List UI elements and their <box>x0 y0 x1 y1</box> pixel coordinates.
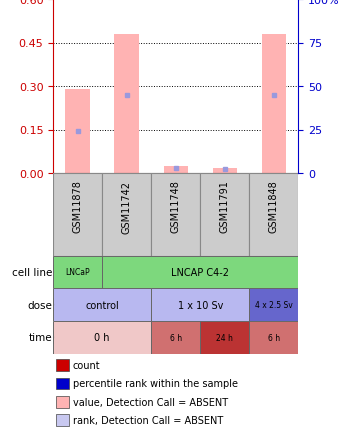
Bar <box>200 174 249 256</box>
Bar <box>56 359 69 371</box>
Bar <box>53 289 151 321</box>
Text: 24 h: 24 h <box>216 333 233 342</box>
Text: GSM11748: GSM11748 <box>171 180 181 233</box>
Bar <box>200 321 249 354</box>
Bar <box>249 174 298 256</box>
Polygon shape <box>53 331 54 344</box>
Text: 0 h: 0 h <box>94 332 110 342</box>
Text: GSM11742: GSM11742 <box>122 180 132 233</box>
Text: 4 x 2.5 Sv: 4 x 2.5 Sv <box>255 300 293 309</box>
Bar <box>164 166 188 174</box>
Text: control: control <box>85 300 119 310</box>
Bar <box>56 396 69 408</box>
Text: count: count <box>73 360 100 370</box>
Bar <box>262 35 286 174</box>
Bar <box>66 90 90 174</box>
Bar <box>151 321 200 354</box>
Text: 6 h: 6 h <box>170 333 182 342</box>
Bar <box>56 378 69 389</box>
Bar <box>53 256 102 289</box>
Bar <box>102 256 298 289</box>
Bar <box>102 174 151 256</box>
Bar <box>56 414 69 426</box>
Text: 6 h: 6 h <box>268 333 280 342</box>
Text: LNCaP: LNCaP <box>66 268 90 277</box>
Text: 1 x 10 Sv: 1 x 10 Sv <box>178 300 223 310</box>
Bar <box>53 321 151 354</box>
Bar <box>53 174 102 256</box>
Text: time: time <box>28 332 52 342</box>
Text: cell line: cell line <box>12 267 52 277</box>
Text: GSM11878: GSM11878 <box>73 180 83 233</box>
Text: GSM11791: GSM11791 <box>220 180 230 233</box>
Text: value, Detection Call = ABSENT: value, Detection Call = ABSENT <box>73 397 228 407</box>
Bar <box>151 174 200 256</box>
Bar <box>249 289 298 321</box>
Text: percentile rank within the sample: percentile rank within the sample <box>73 378 238 388</box>
Text: rank, Detection Call = ABSENT: rank, Detection Call = ABSENT <box>73 415 223 425</box>
Polygon shape <box>53 266 54 279</box>
Bar <box>151 289 249 321</box>
Text: dose: dose <box>27 300 52 310</box>
Bar <box>115 35 139 174</box>
Bar <box>249 321 298 354</box>
Text: LNCAP C4-2: LNCAP C4-2 <box>171 267 229 277</box>
Bar <box>213 168 237 174</box>
Polygon shape <box>53 299 54 312</box>
Text: GSM11848: GSM11848 <box>269 180 279 233</box>
